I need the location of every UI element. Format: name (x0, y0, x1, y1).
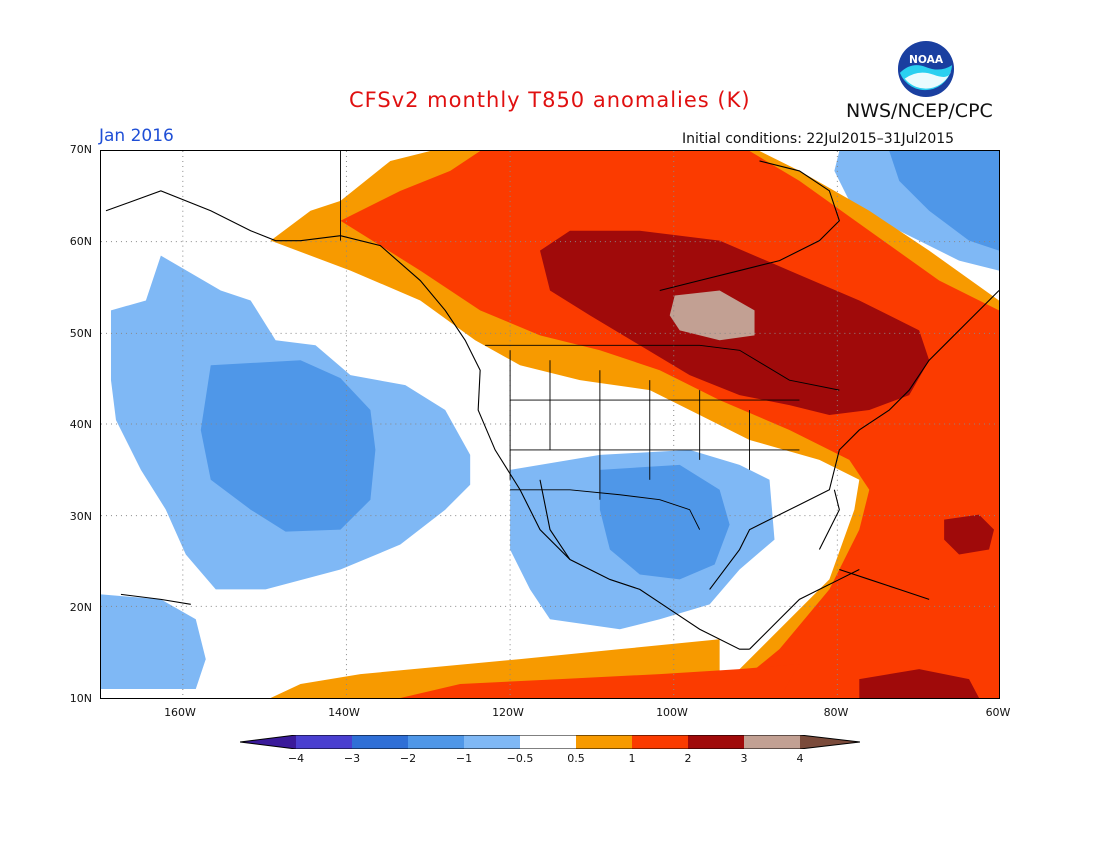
initial-conditions: Initial conditions: 22Jul2015–31Jul2015 (682, 131, 955, 147)
lon-label: 60W (985, 706, 1011, 719)
lon-label: 120W (492, 706, 524, 719)
anomaly-region-warm (859, 669, 980, 698)
anomaly-region-warm (400, 664, 800, 698)
colorbar-label: −2 (399, 752, 417, 765)
lon-label: 80W (823, 706, 849, 719)
colorbar-label: −0.5 (506, 752, 534, 765)
lat-label: 40N (69, 418, 92, 431)
colorbar-swatch (408, 735, 464, 749)
colorbar-swatch (240, 735, 296, 749)
colorbar-swatch (800, 735, 860, 749)
colorbar-swatch (296, 735, 352, 749)
colorbar-swatch (352, 735, 408, 749)
anomaly-region-warm (340, 151, 999, 698)
colorbar-swatch (576, 735, 632, 749)
lat-label: 30N (69, 510, 92, 523)
noaa-logo: NOAA (897, 40, 955, 98)
lon-label: 100W (656, 706, 688, 719)
forecast-period: Jan 2016 (99, 126, 174, 146)
colorbar-label: 1 (628, 752, 636, 765)
lat-label: 60N (69, 235, 92, 248)
lat-label: 70N (69, 143, 92, 156)
graticule (101, 151, 999, 698)
lat-label: 50N (69, 327, 92, 340)
lon-label: 140W (328, 706, 360, 719)
colorbar-swatch (688, 735, 744, 749)
anomaly-map (100, 150, 1000, 699)
lat-label: 20N (69, 601, 92, 614)
colorbar-swatch (520, 735, 576, 749)
anomaly-region-warm (669, 290, 755, 341)
chart-title: CFSv2 monthly T850 anomalies (K) (349, 88, 751, 112)
colorbar-label: 4 (796, 752, 804, 765)
colorbar-label: −3 (343, 752, 361, 765)
colorbar-label: 0.5 (567, 752, 585, 765)
coastlines (105, 160, 999, 650)
anomaly-region-cold (889, 151, 999, 251)
lat-label: 10N (69, 692, 92, 705)
colorbar-label: 3 (740, 752, 748, 765)
anomaly-region-warm (944, 514, 995, 555)
lon-label: 160W (164, 706, 196, 719)
anomaly-region-cold (101, 594, 206, 690)
colorbar-swatch (464, 735, 520, 749)
organization-label: NWS/NCEP/CPC (846, 100, 993, 122)
colorbar-swatch (632, 735, 688, 749)
borders (340, 151, 840, 530)
colorbar-label: −4 (287, 752, 305, 765)
colorbar-label: 2 (684, 752, 692, 765)
colorbar (240, 735, 860, 749)
anomaly-region-cold (599, 464, 730, 580)
noaa-logo-text: NOAA (909, 53, 944, 66)
colorbar-swatch (744, 735, 800, 749)
anomaly-region-cold (200, 360, 376, 532)
colorbar-label: −1 (455, 752, 473, 765)
